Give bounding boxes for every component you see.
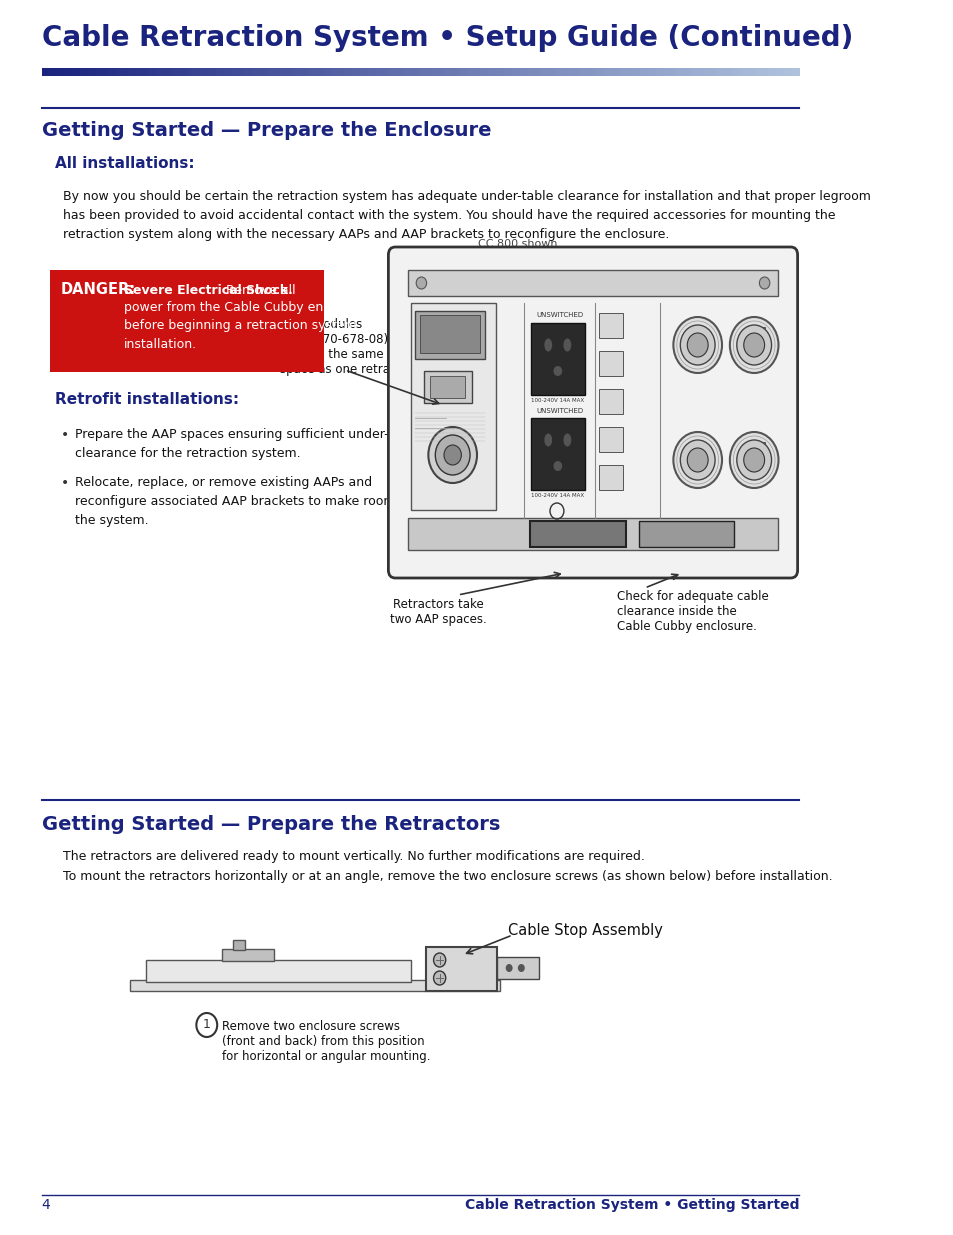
Bar [638, 521, 734, 547]
Text: UNSWITCHED: UNSWITCHED [537, 312, 583, 317]
Bar [117, 68, 126, 77]
Text: 1: 1 [203, 1019, 211, 1031]
Bar [572, 68, 579, 77]
Bar [428, 68, 436, 77]
Bar [776, 68, 784, 77]
Bar [655, 68, 663, 77]
Bar [768, 68, 777, 77]
Bar [208, 68, 216, 77]
Bar [336, 68, 345, 77]
Bar [598, 466, 622, 490]
Bar [639, 68, 648, 77]
Text: Relocate, replace, or remove existing AAPs and
reconfigure associated AAP bracke: Relocate, replace, or remove existing AA… [74, 475, 416, 527]
Bar [276, 68, 285, 77]
Bar [419, 315, 480, 353]
Bar [685, 68, 694, 77]
Bar [408, 270, 777, 296]
Circle shape [736, 440, 771, 480]
Bar [221, 948, 274, 961]
Bar [367, 68, 375, 77]
Bar [246, 68, 254, 77]
Bar [269, 68, 277, 77]
Bar [458, 68, 466, 77]
Bar [65, 68, 72, 77]
Bar [594, 68, 602, 77]
Text: 100-240V 14A MAX: 100-240V 14A MAX [531, 398, 584, 403]
Bar [530, 417, 584, 490]
FancyBboxPatch shape [388, 247, 797, 578]
Bar [425, 947, 497, 990]
Circle shape [428, 427, 476, 483]
Bar [423, 370, 472, 403]
Bar [71, 68, 80, 77]
Circle shape [416, 277, 426, 289]
Bar [352, 68, 360, 77]
Bar [564, 68, 573, 77]
Text: 100-240V 14A MAX: 100-240V 14A MAX [531, 493, 584, 498]
Bar [480, 68, 489, 77]
Text: To mount the retractors horizontally or at an angle, remove the two enclosure sc: To mount the retractors horizontally or … [63, 869, 832, 883]
Ellipse shape [553, 366, 561, 375]
Bar [624, 68, 633, 77]
Bar [261, 68, 270, 77]
Text: By now you should be certain the retraction system has adequate under-table clea: By now you should be certain the retract… [63, 190, 870, 241]
Bar [662, 68, 671, 77]
Bar [408, 517, 777, 550]
Circle shape [743, 448, 763, 472]
Circle shape [505, 965, 512, 972]
Bar [722, 68, 731, 77]
Ellipse shape [563, 433, 571, 447]
Bar [215, 68, 224, 77]
Text: installation.: installation. [124, 337, 197, 351]
Text: DANGER:: DANGER: [61, 283, 136, 298]
Bar [609, 68, 618, 77]
Bar [511, 68, 519, 77]
Text: Remove all: Remove all [218, 284, 295, 296]
Circle shape [729, 432, 778, 488]
Bar [783, 68, 792, 77]
Bar [503, 68, 512, 77]
Bar [413, 68, 421, 77]
Bar [753, 68, 761, 77]
Bar [125, 68, 133, 77]
Ellipse shape [544, 338, 552, 352]
Bar [617, 68, 625, 77]
Text: All installations:: All installations: [54, 156, 194, 170]
Bar [405, 68, 414, 77]
Circle shape [729, 317, 778, 373]
Circle shape [196, 1013, 217, 1037]
Text: Cable Retraction System • Getting Started: Cable Retraction System • Getting Starte… [464, 1198, 799, 1212]
Bar [79, 68, 88, 77]
Bar [50, 68, 58, 77]
Bar [430, 375, 464, 398]
Bar [587, 68, 595, 77]
Bar [420, 68, 429, 77]
Bar [57, 68, 65, 77]
Text: Prepare the AAP spaces ensuring sufficient under-table
clearance for the retract: Prepare the AAP spaces ensuring sufficie… [74, 429, 419, 459]
Bar [411, 303, 496, 510]
Circle shape [686, 333, 707, 357]
Ellipse shape [553, 461, 561, 471]
Text: Getting Started — Prepare the Retractors: Getting Started — Prepare the Retractors [42, 815, 499, 834]
Bar [87, 68, 95, 77]
Bar [322, 68, 330, 77]
Bar [760, 68, 769, 77]
Bar [163, 68, 172, 77]
Bar [465, 68, 474, 77]
Text: Filler modules
(part #70-678-08)
take up the same
space as one retractor.: Filler modules (part #70-678-08) take up… [279, 317, 416, 375]
Text: Cable Retraction System • Setup Guide (Continued): Cable Retraction System • Setup Guide (C… [42, 23, 852, 52]
Bar [496, 68, 504, 77]
Bar [397, 68, 406, 77]
Bar [140, 68, 149, 77]
Bar [42, 68, 51, 77]
Circle shape [517, 965, 524, 972]
Bar [415, 311, 484, 359]
Bar [749, 327, 764, 354]
Text: •: • [61, 429, 69, 442]
Bar [647, 68, 656, 77]
Bar [749, 442, 764, 471]
Bar [436, 68, 444, 77]
Ellipse shape [563, 338, 571, 352]
Bar [233, 940, 245, 950]
Bar [601, 68, 610, 77]
